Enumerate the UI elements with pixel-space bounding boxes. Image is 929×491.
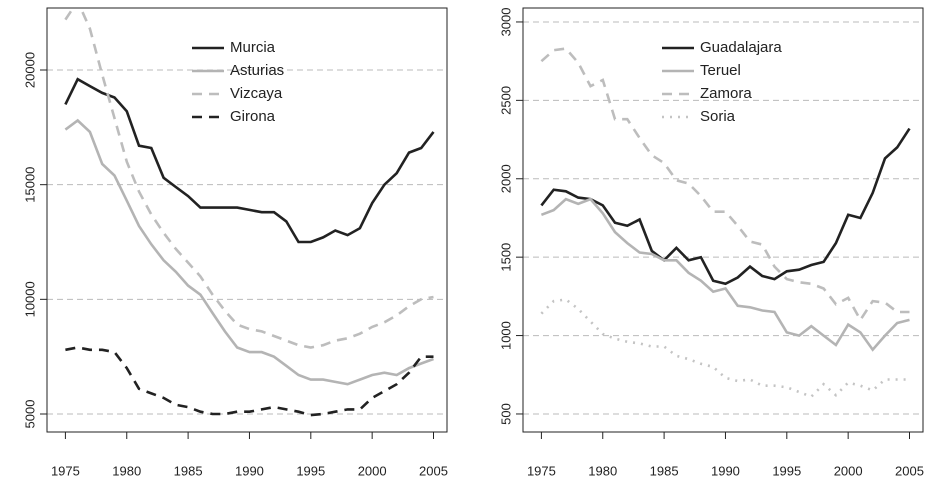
series-line [540, 47, 910, 323]
x-tick-label: 1980 [588, 463, 617, 478]
series-line [64, 77, 435, 244]
x-tick-label: 1985 [650, 463, 679, 478]
legend-label: Zamora [700, 85, 752, 102]
series-line [64, 118, 434, 386]
x-tick-label: 1990 [235, 463, 264, 478]
y-tick-label: 3000 [498, 7, 513, 36]
y-tick-label: 2500 [498, 86, 513, 115]
series-line [540, 127, 911, 286]
plot-frame [522, 7, 924, 433]
y-tick-label: 2000 [498, 164, 513, 193]
legend-label: Guadalajara [700, 39, 782, 56]
x-tick-label: 1980 [112, 463, 141, 478]
y-tick-label: 20000 [22, 52, 37, 88]
x-tick-label: 1995 [772, 463, 801, 478]
x-tick-label: 1985 [174, 463, 203, 478]
legend-label: Asturias [230, 62, 284, 79]
x-tick-label: 2005 [419, 463, 448, 478]
x-tick-label: 1995 [296, 463, 325, 478]
series-line [64, 8, 434, 349]
y-tick-label: 10000 [22, 281, 37, 317]
x-tick-label: 1975 [527, 463, 556, 478]
x-tick-label: 2000 [834, 463, 863, 478]
y-tick-label: 5000 [22, 400, 37, 429]
series-line [540, 298, 910, 399]
plot-frame [46, 7, 448, 433]
series-line [540, 197, 910, 352]
y-tick-label: 1000 [498, 321, 513, 350]
x-tick-label: 2000 [358, 463, 387, 478]
legend-label: Soria [700, 108, 736, 125]
x-tick-label: 2005 [895, 463, 924, 478]
y-tick-label: 1500 [498, 243, 513, 272]
x-tick-label: 1990 [711, 463, 740, 478]
y-tick-label: 15000 [22, 167, 37, 203]
legend-label: Girona [230, 108, 276, 125]
y-tick-label: 500 [498, 403, 513, 425]
x-tick-label: 1975 [51, 463, 80, 478]
legend-label: Teruel [700, 62, 741, 79]
legend-label: Vizcaya [230, 85, 283, 102]
series-line [65, 346, 434, 417]
legend-label: Murcia [230, 39, 276, 56]
